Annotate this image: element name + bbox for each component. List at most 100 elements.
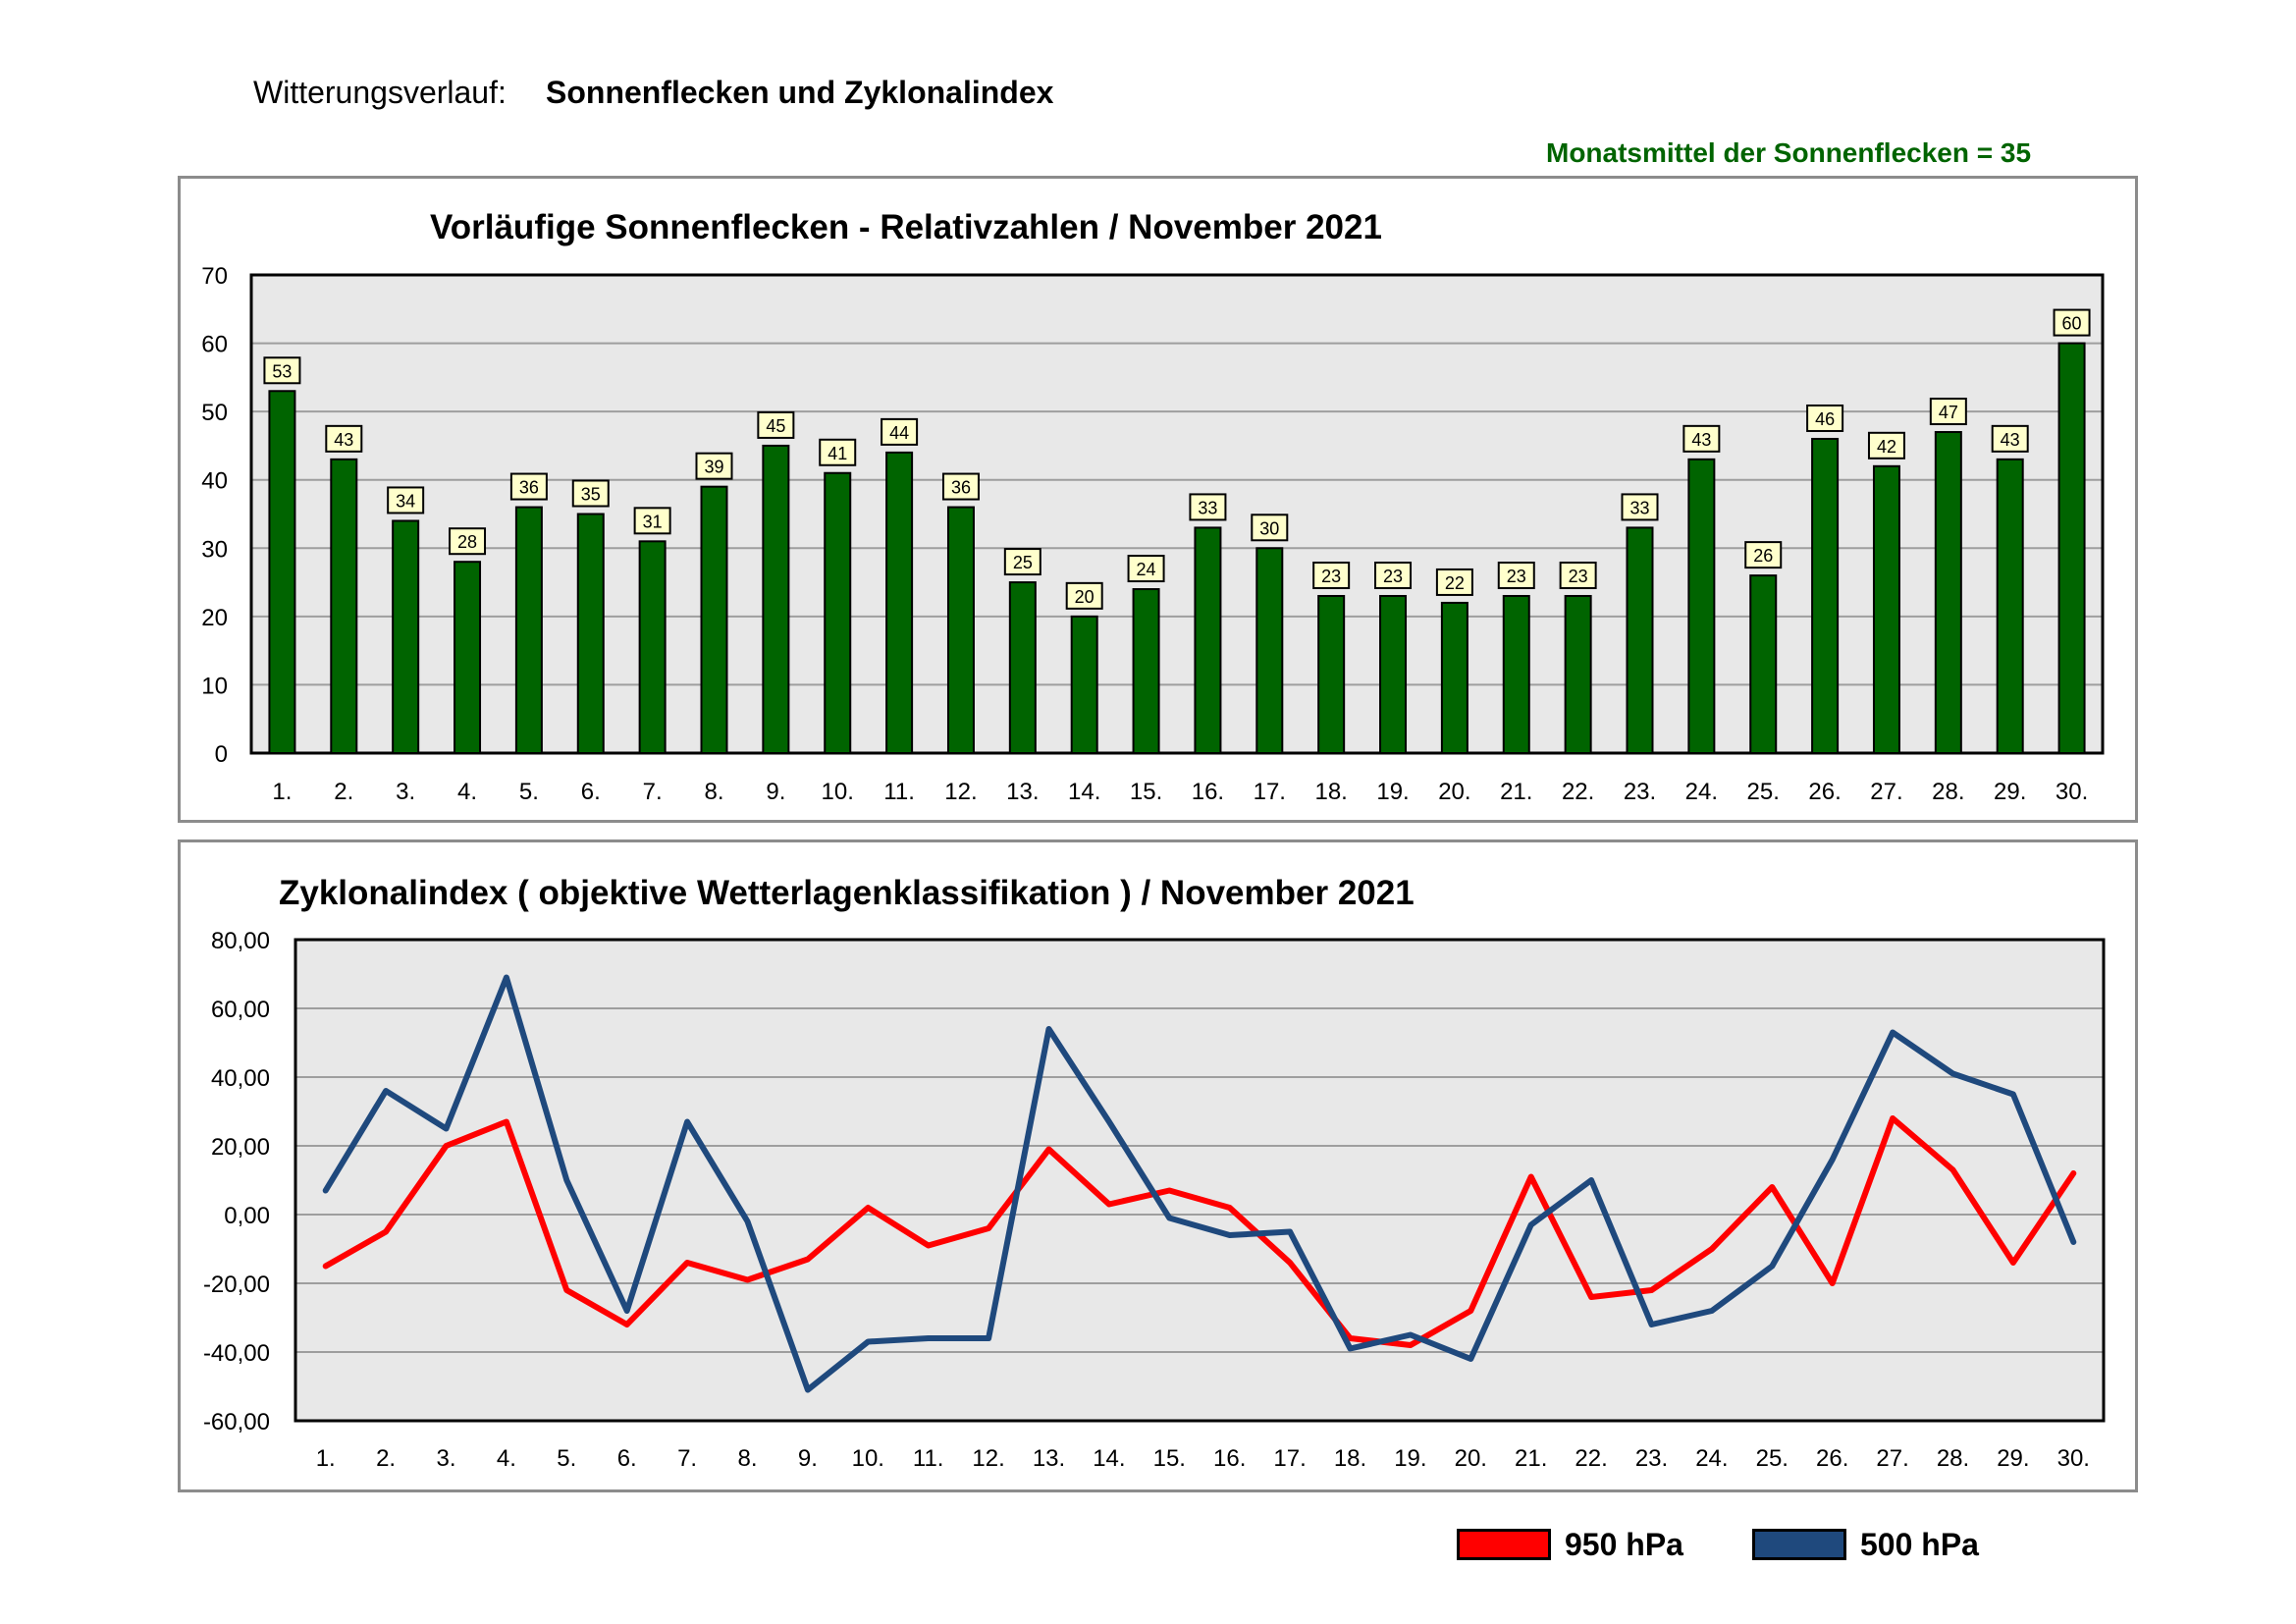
bar-x-tick-label: 27. (1870, 779, 1902, 805)
bar-x-tick-label: 6. (581, 779, 601, 805)
bar-x-tick-label: 15. (1130, 779, 1162, 805)
sunspot-data-label: 20 (1075, 587, 1095, 607)
sunspot-bar (1317, 594, 1346, 754)
sunspot-bar (700, 485, 728, 754)
sunspot-data-label: 30 (1259, 518, 1279, 538)
bar-y-tick-label: 10 (201, 673, 228, 699)
sunspot-data-label: 22 (1445, 573, 1465, 593)
sunspot-data-label-box (1435, 568, 1473, 596)
sunspot-data-label: 36 (519, 478, 539, 498)
line-x-tick-label: 4. (497, 1445, 516, 1472)
sunspot-data-label: 43 (334, 430, 353, 450)
line-x-tick-label: 22. (1575, 1445, 1607, 1472)
sunspot-data-label: 23 (1383, 567, 1403, 586)
line-y-tick-label: 60,00 (211, 997, 270, 1023)
sunspot-data-label: 23 (1507, 567, 1526, 586)
sunspot-data-label-box (2053, 308, 2091, 337)
line-x-tick-label: 16. (1213, 1445, 1246, 1472)
sunspot-data-label-box (941, 472, 980, 501)
line-y-tick-label: -60,00 (203, 1409, 270, 1435)
header-label: Witterungsverlauf: (253, 75, 507, 110)
sunspot-data-label: 36 (951, 478, 971, 498)
bar-x-tick-label: 13. (1006, 779, 1039, 805)
line-x-tick-label: 18. (1334, 1445, 1366, 1472)
bar-x-tick-label: 5. (519, 779, 539, 805)
line-x-tick-label: 3. (436, 1445, 455, 1472)
series-950-hpa-line (322, 1115, 2077, 1348)
sunspot-data-label-box (571, 479, 610, 508)
bar-x-tick-label: 28. (1932, 779, 1964, 805)
sunspot-bar (1132, 588, 1160, 754)
sunspot-bar (1502, 594, 1530, 754)
line-x-tick-label: 8. (737, 1445, 757, 1472)
sunspot-data-label-box (1127, 555, 1165, 583)
bar-x-tick-label: 12. (944, 779, 977, 805)
sunspot-bar (946, 506, 975, 754)
sunspot-data-label: 43 (2001, 430, 2020, 450)
sunspot-data-label: 33 (1629, 498, 1649, 517)
bar-x-tick-label: 10. (822, 779, 854, 805)
sunspot-bar (454, 561, 482, 755)
sunspot-data-label-box (695, 452, 733, 480)
sunspot-data-label: 23 (1569, 567, 1588, 586)
sunspot-data-label: 41 (828, 444, 847, 463)
legend-label-950: 950 hPa (1565, 1526, 1683, 1562)
bar-x-tick-label: 24. (1685, 779, 1718, 805)
line-x-tick-label: 23. (1635, 1445, 1668, 1472)
sunspot-data-label: 31 (643, 512, 663, 531)
line-x-tick-label: 26. (1816, 1445, 1848, 1472)
bar-x-tick-label: 17. (1254, 779, 1286, 805)
bar-plot-area (251, 275, 2103, 753)
bar-x-tick-label: 8. (704, 779, 723, 805)
sunspot-data-label-box (325, 424, 363, 453)
sunspot-bar (392, 519, 420, 755)
legend-item-500: 500 hPa (1752, 1525, 1979, 1564)
sunspot-data-label: 47 (1939, 403, 1958, 422)
bar-x-tick-label: 2. (334, 779, 353, 805)
legend-item-950: 950 hPa (1457, 1525, 1683, 1564)
line-x-tick-label: 12. (972, 1445, 1004, 1472)
line-x-tick-label: 6. (617, 1445, 637, 1472)
sunspot-data-label-box (633, 507, 671, 535)
sunspot-data-label-box (1497, 561, 1535, 589)
sunspot-data-label: 45 (766, 416, 785, 436)
sunspot-bar (762, 444, 790, 754)
sunspot-bar (1811, 437, 1840, 754)
bar-x-tick-label: 14. (1068, 779, 1100, 805)
sunspot-bar (638, 540, 667, 754)
legend-swatch-500 (1752, 1529, 1846, 1560)
bar-y-tick-label: 50 (201, 400, 228, 426)
sunspot-data-label: 46 (1815, 409, 1835, 429)
legend-swatch-950 (1457, 1529, 1551, 1560)
sunspot-data-label-box (1559, 561, 1597, 589)
bar-x-tick-label: 21. (1500, 779, 1532, 805)
sunspot-data-label-box (1806, 404, 1844, 432)
sunspot-bar (1564, 594, 1592, 754)
sunspot-bar (1008, 581, 1037, 754)
sunspot-bar (1996, 458, 2024, 754)
sunspot-data-label: 60 (2062, 314, 2082, 334)
bar-x-tick-label: 4. (457, 779, 477, 805)
sunspot-data-label: 28 (457, 532, 477, 552)
monthly-mean-label: Monatsmittel der Sonnenflecken = 35 (1546, 137, 2032, 168)
sunspot-bar (514, 506, 543, 754)
bar-x-tick-label: 7. (643, 779, 663, 805)
sunspot-data-label-box (449, 527, 487, 556)
line-plot-area (295, 940, 2104, 1421)
sunspot-data-label: 43 (1691, 430, 1711, 450)
line-x-tick-label: 14. (1093, 1445, 1125, 1472)
sunspot-data-label-box (1682, 424, 1721, 453)
line-x-tick-label: 7. (677, 1445, 697, 1472)
sunspot-data-label-box (1251, 514, 1289, 542)
sunspot-data-label: 33 (1198, 498, 1217, 517)
bar-y-tick-label: 40 (201, 468, 228, 495)
header-title: Sonnenflecken und Zyklonalindex (546, 75, 1054, 110)
sunspot-data-label-box (1991, 424, 2029, 453)
bar-x-tick-label: 23. (1624, 779, 1656, 805)
sunspot-bar (330, 458, 358, 754)
line-x-tick-label: 30. (2057, 1445, 2090, 1472)
line-y-tick-label: -20,00 (203, 1272, 270, 1298)
sunspot-data-label: 39 (704, 458, 723, 477)
bar-x-tick-label: 3. (396, 779, 415, 805)
line-y-tick-label: 80,00 (211, 928, 270, 954)
